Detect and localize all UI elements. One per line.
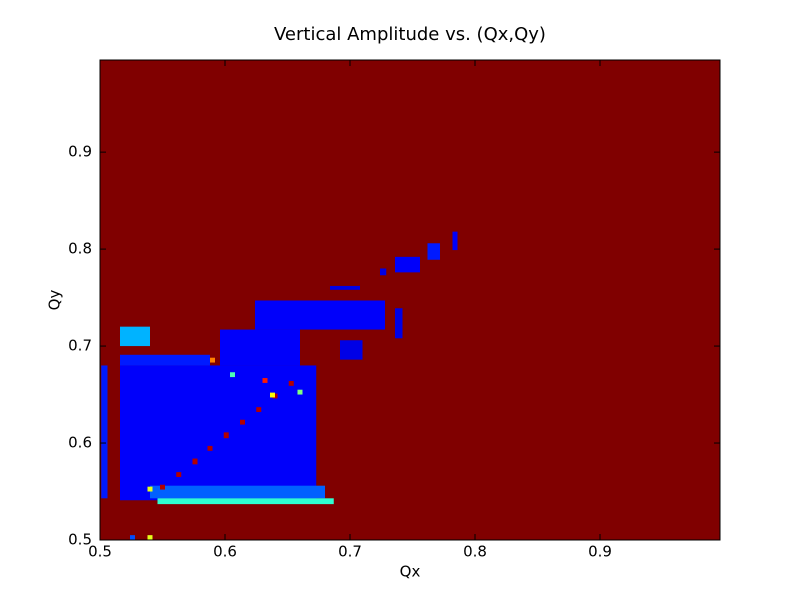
heatmap-cell [395,308,403,339]
heatmap-cell [255,300,385,330]
heatmap-cell [147,486,153,492]
heatmap-cell [256,407,262,412]
heatmap-cell [262,378,268,383]
heatmap-cell [380,268,387,276]
heatmap-cell [297,389,303,395]
heatmap-cell [147,535,153,540]
heatmap-cell [150,485,325,499]
heatmap-cell [270,392,275,398]
heatmap-cell [207,445,213,451]
heatmap-cell [192,458,198,465]
heatmap-cell [340,340,363,360]
heatmap-cell [240,419,245,425]
heatmap-cell [210,357,215,363]
x-tick-label: 0.5 [88,543,112,561]
heatmap-cell [176,472,182,477]
heatmap-cell [160,484,165,490]
y-axis-label: Qy [46,290,64,311]
heatmap-cell [120,354,210,366]
heatmap-cell [220,329,300,366]
chart-title: Vertical Amplitude vs. (Qx,Qy) [274,24,546,45]
heatmap-cell [120,365,317,501]
y-tick-label: 0.6 [68,434,92,452]
heatmap-cell [330,285,360,290]
heatmap-cell [130,535,135,540]
plot-frame [99,59,721,541]
heatmap-cell [157,498,334,505]
x-tick-label: 0.8 [463,543,487,561]
x-tick-label: 0.7 [338,543,362,561]
heatmap-cell [427,243,440,260]
heatmap-cell [395,256,420,273]
y-tick-label: 0.9 [68,143,92,161]
y-tick-label: 0.7 [68,337,92,355]
y-tick-label: 0.5 [68,531,92,549]
heatmap-cell [230,372,235,378]
heatmap-cell [288,380,294,386]
heatmap-cell [223,432,229,439]
x-tick-label: 0.6 [213,543,237,561]
y-tick-label: 0.8 [68,240,92,258]
x-axis-label: Qx [400,563,421,581]
heatmap-cell [101,365,108,499]
x-tick-label: 0.9 [588,543,612,561]
heatmap-cell [452,231,458,251]
heatmap-cell [120,326,150,347]
